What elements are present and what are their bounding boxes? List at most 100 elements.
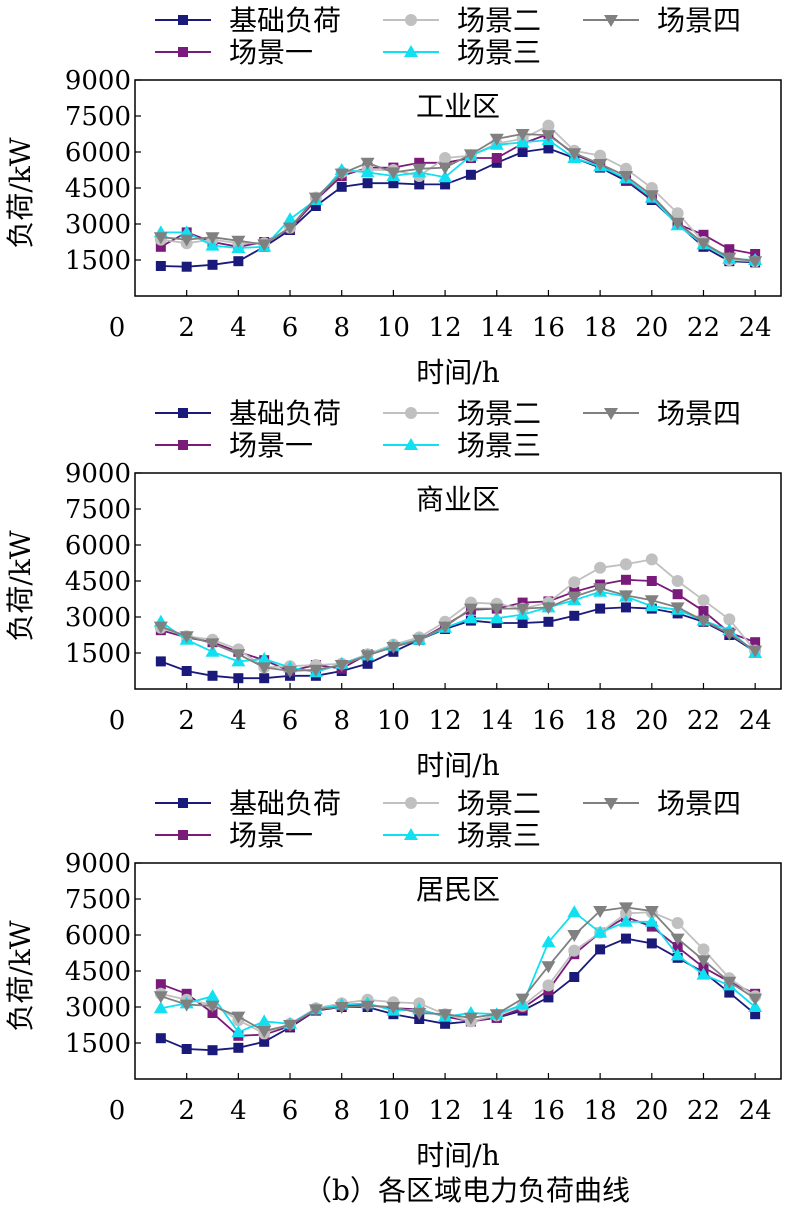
legend-marker: [604, 798, 618, 810]
x-tick-label: 20: [635, 706, 668, 736]
x-tick-label: 14: [480, 706, 513, 736]
x-tick-label: 12: [429, 706, 462, 736]
data-point: [541, 602, 556, 615]
x-tick-label: 18: [584, 1096, 617, 1126]
data-point: [644, 914, 659, 927]
x-tick-label: 22: [687, 706, 720, 736]
legend-marker: [178, 830, 188, 840]
legend-label: 场景四: [657, 4, 741, 37]
data-point: [618, 590, 633, 603]
x-tick-label: 16: [532, 313, 565, 343]
data-point: [257, 239, 272, 252]
data-point: [644, 595, 659, 608]
x-tick-label: 16: [532, 1096, 565, 1126]
panel-title: 商业区: [416, 483, 500, 516]
data-point: [257, 662, 272, 675]
data-point: [231, 1011, 246, 1024]
data-point: [515, 129, 530, 141]
data-point: [155, 1033, 166, 1044]
data-point: [644, 906, 659, 918]
x-tick-label: 24: [739, 706, 772, 736]
data-point: [517, 597, 528, 608]
data-point: [233, 256, 244, 267]
legend-label: 基础负荷: [229, 4, 341, 37]
data-point: [179, 234, 194, 247]
y-tick-label: 7500: [65, 885, 131, 915]
data-point: [283, 666, 298, 678]
legend-label: 场景一: [229, 819, 313, 852]
y-tick-label: 3000: [65, 993, 131, 1023]
legend-label: 基础负荷: [229, 397, 341, 430]
x-axis-label: 时间/h: [416, 1139, 499, 1172]
data-point: [360, 1000, 375, 1013]
data-point: [698, 229, 709, 240]
data-point: [360, 165, 375, 178]
series-line: [160, 132, 756, 255]
data-point: [205, 989, 220, 1002]
data-point: [644, 190, 659, 203]
data-point: [386, 1002, 401, 1014]
x-axis-label: 时间/h: [416, 356, 499, 389]
legend-entry: 场景一: [155, 36, 313, 69]
series-line: [160, 133, 756, 263]
y-tick-label: 3000: [65, 210, 131, 240]
y-tick-label: 4500: [65, 567, 131, 597]
y-axis-label: 负荷/kW: [4, 920, 37, 1031]
series-line: [160, 124, 756, 263]
data-point: [334, 168, 349, 181]
data-point: [233, 673, 244, 684]
data-point: [670, 948, 685, 961]
x-tick-label: 0: [109, 313, 126, 343]
data-point: [463, 149, 478, 162]
data-point: [155, 979, 166, 990]
data-point: [463, 611, 478, 624]
y-tick-label: 4500: [65, 957, 131, 987]
y-tick-label: 6000: [65, 531, 131, 561]
data-point: [310, 201, 321, 211]
series-line: [160, 937, 756, 1052]
data-point: [750, 637, 761, 648]
data-point: [283, 1020, 298, 1032]
data-point: [179, 225, 194, 238]
data-point: [620, 933, 631, 944]
x-tick-label: 22: [687, 313, 720, 343]
y-tick-label: 6000: [65, 138, 131, 168]
data-point: [257, 1014, 272, 1027]
x-tick-label: 10: [377, 706, 410, 736]
legend-entry: 场景二: [383, 397, 541, 430]
data-point: [257, 1026, 272, 1038]
data-point: [283, 212, 298, 225]
data-point: [153, 991, 168, 1004]
data-point: [386, 167, 401, 180]
legend-marker: [404, 828, 418, 840]
x-tick-label: 0: [109, 1096, 126, 1126]
data-point: [697, 943, 710, 956]
data-point: [670, 602, 685, 615]
data-point: [593, 583, 608, 596]
data-point: [463, 603, 478, 616]
panel-title: 居民区: [416, 873, 500, 906]
data-point: [593, 159, 608, 171]
data-point: [438, 1009, 453, 1022]
data-point: [489, 1009, 504, 1022]
data-point: [517, 147, 528, 157]
y-tick-label: 9000: [65, 66, 131, 96]
data-point: [414, 157, 425, 168]
data-point: [259, 673, 270, 684]
data-point: [515, 993, 530, 1006]
data-point: [567, 591, 582, 604]
series-line: [160, 910, 756, 1034]
series-基础负荷: [155, 602, 761, 684]
legend-label: 基础负荷: [229, 787, 341, 820]
data-point: [697, 594, 710, 607]
legend-label: 场景三: [457, 819, 541, 852]
data-point: [439, 152, 452, 164]
legend-entry: 场景三: [383, 36, 541, 69]
legend-entry: 基础负荷: [155, 4, 341, 37]
data-point: [618, 914, 633, 927]
y-axis-label: 负荷/kW: [4, 530, 37, 641]
data-point: [542, 119, 555, 132]
